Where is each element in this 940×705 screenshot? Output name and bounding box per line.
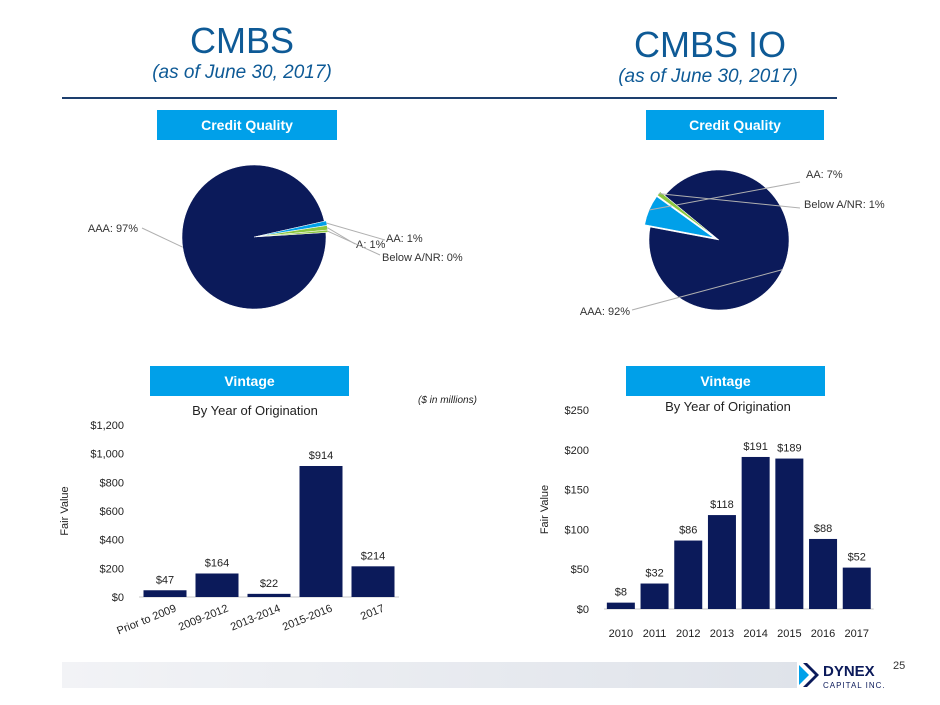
y-tick-label: $0 [577,604,589,616]
x-tick-label-2013: 2013 [710,628,734,640]
bar-2013-2014 [247,593,291,597]
footer-band [62,662,797,688]
leader-line-below-a-nr [327,230,381,256]
data-label-2015: $189 [777,443,801,455]
x-tick-label-prior-to-2009: Prior to 2009 [115,603,178,638]
bar-prior-to-2009 [143,590,187,597]
y-tick-label: $800 [100,477,124,489]
cmbs-vintage-badge: Vintage [150,366,349,396]
page-number: 25 [893,660,906,672]
logo-sub-text: CAPITAL INC. [823,681,886,690]
bar-2009-2012 [195,573,239,597]
pie-slice-below-a-nr [657,191,715,237]
y-tick-label: $100 [565,524,589,536]
pie-label-a: A: 1% [356,239,386,251]
cmbs-io-vintage-badge: Vintage [626,366,825,396]
x-tick-label-2009-2012: 2009-2012 [177,603,230,634]
x-tick-label-2014: 2014 [743,628,767,640]
pie-label-below-a-nr: Below A/NR: 1% [804,199,885,211]
bar-2010 [606,602,635,609]
leader-line-aaa [631,269,783,311]
data-label-2017: $52 [848,552,866,564]
x-tick-label-2015: 2015 [777,628,801,640]
data-label-2010: $8 [615,587,627,599]
pie-label-below-a-nr: Below A/NR: 0% [382,252,463,264]
bar-2014 [741,456,770,609]
pie-slice-aaa [648,169,790,311]
pie-label-aaa: AAA: 92% [580,306,630,318]
pie-label-aa: AA: 1% [386,233,423,245]
bar-2015-2016 [299,465,343,597]
data-label-2015-2016: $914 [309,450,333,462]
cmbs-io-title: CMBS IO [633,24,786,65]
y-tick-label: $200 [100,563,124,575]
bar-2015 [775,458,804,609]
pie-label-aaa: AAA: 97% [88,223,138,235]
data-label-2012: $86 [679,525,697,537]
units-note: ($ in millions) [418,395,477,406]
header-divider [62,97,837,99]
cmbs-io-vintage-chart-title: By Year of Origination [665,399,791,414]
cmbs-credit-quality-pie: AAA: 97% AA: 1%A: 1%Below A/NR: 0% [88,164,463,310]
dynex-logo-mark-icon [799,663,819,687]
pie-label-aa: AA: 7% [806,169,843,181]
y-tick-label: $50 [571,564,589,576]
x-tick-label-2011: 2011 [643,628,667,640]
bar-2016 [809,538,838,609]
y-axis-label: Fair Value [59,486,71,535]
data-label-prior-to-2009: $47 [156,574,174,586]
bar-2012 [674,540,703,609]
leader-line-below-a-nr [658,193,801,209]
data-label-2009-2012: $164 [205,557,229,569]
x-tick-label-2015-2016: 2015-2016 [281,603,334,634]
y-tick-label: $250 [565,405,589,417]
y-tick-label: $200 [565,445,589,457]
cmbs-io-credit-quality-pie: AAA: 92% AA: 7% Below A/NR: 1% [580,169,885,318]
data-label-2017: $214 [361,550,385,562]
y-tick-label: $400 [100,535,124,547]
dynex-logo: DYNEX CAPITAL INC. [799,663,886,690]
cmbs-vintage-bar-chart: $0 $200 $400 $600 $800 $1,000 $1,200 Fair Value… [59,420,399,638]
pie-slice-aaa [181,164,327,310]
bar-2017 [351,566,395,597]
x-tick-label-2017: 2017 [845,628,869,640]
cmbs-io-credit-quality-badge: Credit Quality [646,110,824,140]
cmbs-title: CMBS [189,20,294,61]
bar-2017 [842,567,871,609]
y-tick-label: $1,200 [90,420,124,432]
cmbs-io-subtitle: (as of June 30, 2017) [618,66,798,87]
x-tick-label-2013-2014: 2013-2014 [229,603,282,634]
data-label-2013: $118 [710,499,734,511]
x-tick-label-2017: 2017 [359,603,386,623]
bar-2013 [707,515,736,609]
y-tick-label: $600 [100,506,124,518]
data-label-2013-2014: $22 [260,578,278,590]
cmbs-io-vintage-bar-chart: $0 $50 $100 $150 $200 $250 Fair Value $8 2010 $32… [539,405,874,640]
data-label-2011: $32 [645,568,663,580]
logo-main-text: DYNEX [823,663,875,680]
y-tick-label: $0 [112,592,124,604]
y-tick-label: $150 [565,485,589,497]
bar-2011 [640,583,669,609]
leader-line-aaa [141,227,183,248]
y-tick-label: $1,000 [90,449,124,461]
data-label-2016: $88 [814,523,832,535]
cmbs-subtitle: (as of June 30, 2017) [152,62,332,83]
x-tick-label-2012: 2012 [676,628,700,640]
cmbs-credit-quality-badge: Credit Quality [157,110,337,140]
cmbs-vintage-chart-title: By Year of Origination [192,403,318,418]
y-axis-label: Fair Value [539,485,551,534]
data-label-2014: $191 [743,441,767,453]
leader-line-aa [326,222,386,241]
x-tick-label-2010: 2010 [609,628,633,640]
x-tick-label-2016: 2016 [811,628,835,640]
